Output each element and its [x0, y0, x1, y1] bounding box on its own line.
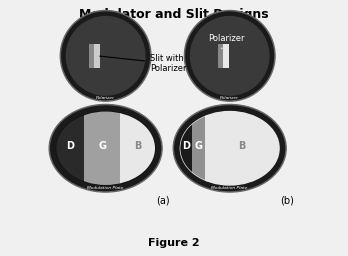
Ellipse shape [175, 106, 285, 190]
Text: G: G [195, 141, 203, 151]
Bar [120, 111, 155, 185]
Text: D: D [66, 141, 74, 151]
Text: B: B [238, 141, 246, 151]
Text: Modulation Plate: Modulation Plate [87, 186, 124, 190]
Ellipse shape [173, 104, 286, 192]
Ellipse shape [51, 106, 160, 190]
Ellipse shape [180, 112, 279, 185]
Circle shape [60, 10, 151, 101]
Text: (a): (a) [156, 195, 170, 205]
Bar [223, 44, 229, 68]
Text: Polarizer: Polarizer [208, 34, 245, 49]
Text: B: B [134, 141, 141, 151]
Bar [89, 44, 94, 68]
Ellipse shape [56, 112, 155, 185]
Text: Slit with
Polarizer: Slit with Polarizer [100, 54, 187, 73]
Ellipse shape [56, 112, 155, 185]
Text: (b): (b) [280, 195, 294, 205]
Text: Modulation Plate: Modulation Plate [212, 186, 248, 190]
Text: Polarizer: Polarizer [220, 96, 239, 100]
Bar [56, 111, 84, 185]
Text: Modulator and Slit Designs: Modulator and Slit Designs [79, 8, 269, 21]
Bar [94, 44, 100, 68]
Circle shape [190, 17, 269, 95]
Circle shape [186, 12, 274, 100]
Bar [180, 111, 192, 185]
Bar [205, 111, 279, 185]
Ellipse shape [49, 104, 162, 192]
Bar [218, 44, 223, 68]
Circle shape [184, 10, 275, 101]
Bar [192, 111, 205, 185]
Circle shape [66, 17, 145, 95]
Bar [84, 111, 120, 185]
Ellipse shape [180, 112, 279, 185]
Text: Polarizer: Polarizer [96, 96, 115, 100]
Text: D: D [182, 141, 190, 151]
Circle shape [62, 12, 149, 100]
Text: G: G [98, 141, 106, 151]
Text: Figure 2: Figure 2 [148, 238, 200, 248]
